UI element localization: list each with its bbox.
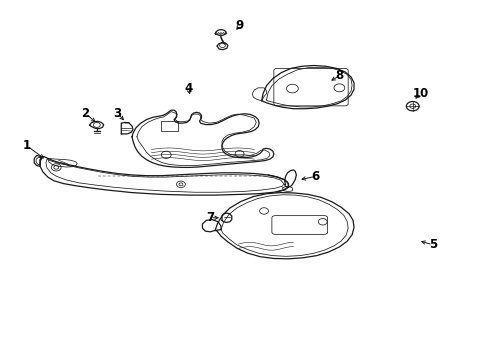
Text: 6: 6 [311,170,319,183]
Text: 9: 9 [235,19,243,32]
Text: 5: 5 [428,238,436,251]
Text: 7: 7 [206,211,214,224]
Bar [161,121,178,131]
Text: 3: 3 [113,107,121,120]
Text: 1: 1 [23,139,31,152]
Text: 4: 4 [184,82,192,95]
Text: 10: 10 [411,87,428,100]
Text: 2: 2 [81,107,89,120]
Text: 8: 8 [335,69,343,82]
